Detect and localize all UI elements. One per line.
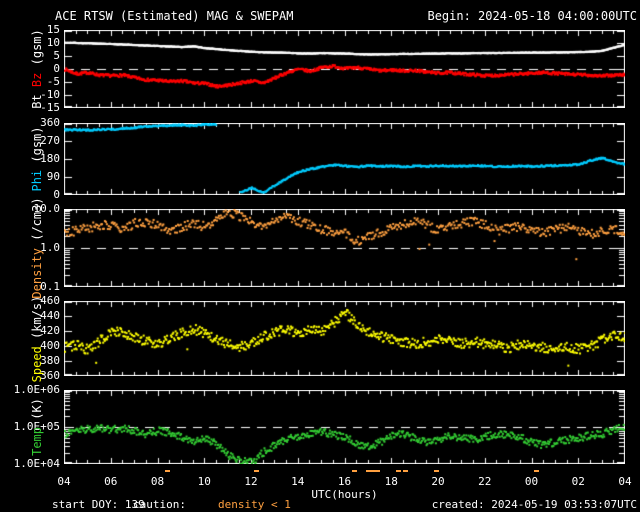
- y-axis-title-segment: Bt: [30, 87, 44, 109]
- x-tick-label: 08: [150, 475, 165, 488]
- caution-mark: [370, 470, 376, 472]
- y-tick-label: 270: [40, 134, 60, 147]
- y-tick-label: 460: [40, 294, 60, 307]
- y-tick-label: 15: [46, 23, 60, 36]
- caution-mark: [375, 470, 381, 472]
- y-axis-title-speed: Speed (km/s): [30, 295, 44, 382]
- y-tick-label: 400: [40, 339, 60, 352]
- x-tick-label: 04: [618, 475, 632, 488]
- footer-caution-value: density < 1: [218, 498, 291, 511]
- footer-caution-label: caution:: [133, 498, 186, 511]
- x-tick-label: 12: [244, 475, 258, 488]
- y-axis-title-segment: (K): [30, 398, 44, 427]
- y-axis-title-density: Density (/cm3): [30, 197, 44, 298]
- y-tick-label: 1.0E+04: [13, 457, 60, 470]
- x-tick-label: 14: [291, 475, 305, 488]
- x-tick-label: 22: [478, 475, 492, 488]
- x-tick-label: 16: [337, 475, 352, 488]
- caution-mark: [403, 470, 409, 472]
- temp-panel-canvas: [64, 390, 625, 464]
- y-tick-label: -5: [46, 75, 60, 88]
- y-tick-label: 420: [40, 324, 60, 337]
- caution-mark: [253, 470, 259, 472]
- y-tick-label: 1.0E+05: [13, 420, 60, 433]
- y-axis-title-segment: Phi: [30, 169, 44, 192]
- caution-mark: [164, 470, 170, 472]
- y-tick-label: 360: [40, 116, 60, 129]
- phi-panel-canvas: [64, 123, 625, 195]
- y-tick-label: 1.0E+06: [13, 383, 60, 396]
- x-tick-label: 04: [57, 475, 71, 488]
- x-tick-label: 06: [104, 475, 118, 488]
- x-tick-label: 00: [524, 475, 539, 488]
- y-tick-label: 440: [40, 309, 60, 322]
- plot-title: ACE RTSW (Estimated) MAG & SWEPAM: [55, 9, 294, 23]
- y-axis-title-segment: Bz: [30, 72, 44, 88]
- y-tick-label: 0: [53, 188, 60, 201]
- x-axis-title: UTC(hours): [311, 488, 378, 501]
- x-tick-label: 02: [571, 475, 585, 488]
- caution-mark: [534, 470, 540, 472]
- y-tick-label: 0: [53, 62, 60, 75]
- y-axis-title-segment: (gsm): [30, 126, 44, 170]
- y-tick-label: 360: [40, 369, 60, 382]
- caution-mark: [351, 470, 357, 472]
- y-axis-title-segment: Density: [30, 248, 44, 299]
- caution-mark: [433, 470, 439, 472]
- y-tick-label: 10: [46, 36, 60, 49]
- y-tick-label: 180: [40, 152, 60, 165]
- density-panel-canvas: [64, 209, 625, 287]
- mag-panel-canvas: [64, 30, 625, 108]
- y-tick-label: -10: [40, 88, 60, 101]
- y-axis-title-phi: Phi (gsm): [30, 126, 44, 191]
- y-axis-title-mag: Bt Bz (gsm): [30, 29, 44, 109]
- begin-timestamp: Begin: 2024-05-18 04:00:00UTC: [427, 9, 637, 23]
- x-tick-label: 10: [197, 475, 211, 488]
- speed-panel-canvas: [64, 301, 625, 376]
- y-tick-label: 90: [46, 170, 60, 183]
- y-axis-title-segment: (km/s): [30, 295, 44, 346]
- x-tick-label: 18: [384, 475, 398, 488]
- y-tick-label: 10.0: [33, 202, 61, 215]
- y-tick-label: 380: [40, 354, 60, 367]
- y-axis-title-segment: (/cm3): [30, 197, 44, 248]
- caution-mark: [365, 470, 371, 472]
- caution-mark: [396, 470, 402, 472]
- y-axis-title-segment: Temp: [30, 427, 44, 456]
- y-axis-title-segment: (gsm): [30, 29, 44, 73]
- y-tick-label: -15: [40, 101, 60, 114]
- x-tick-label: 20: [431, 475, 445, 488]
- y-tick-label: 1.0: [40, 241, 60, 254]
- y-axis-title-segment: Speed: [30, 345, 44, 382]
- y-axis-title-temp: Temp (K): [30, 398, 44, 456]
- footer-created-timestamp: created: 2024-05-19 03:53:07UTC: [431, 498, 637, 511]
- footer-start-doy: start DOY: 139: [52, 498, 145, 511]
- y-tick-label: 0.1: [40, 280, 60, 293]
- y-tick-label: 5: [53, 49, 60, 62]
